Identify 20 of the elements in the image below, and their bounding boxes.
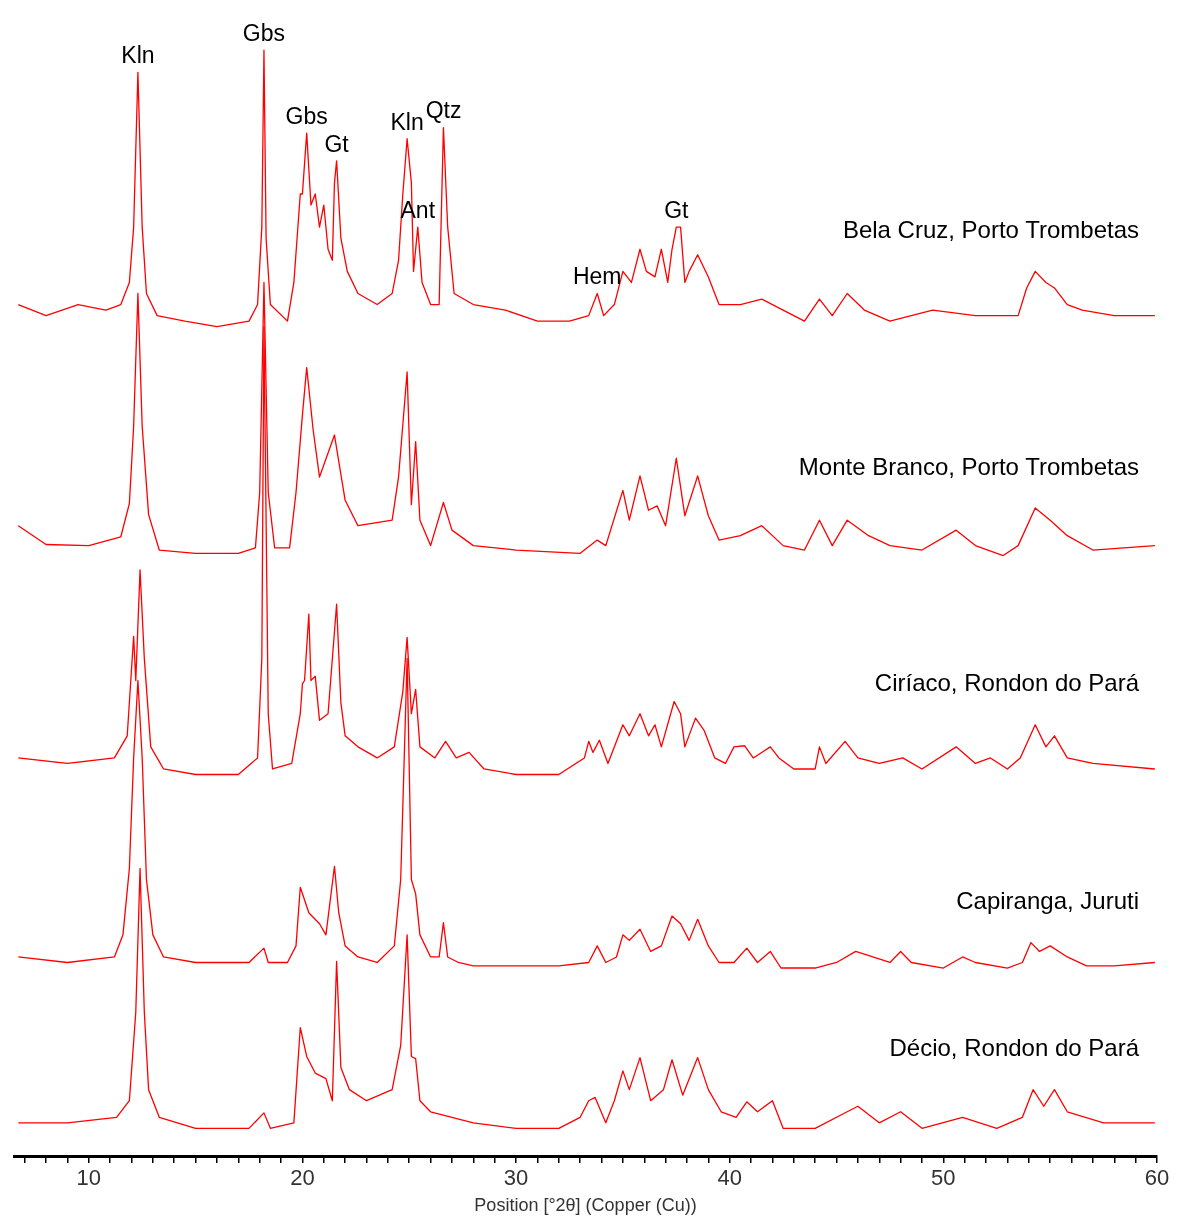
text: Bela Cruz, Porto Trombetas: [842, 216, 1139, 244]
series-label: Monte Branco, Porto Trombetas: [798, 452, 1139, 480]
series-label: Capiranga, Juruti: [956, 887, 1139, 915]
x-tick-label: 20: [290, 1165, 315, 1191]
annotation: Gt: [664, 197, 690, 223]
series-label: Décio, Rondon do Pará: [889, 1034, 1140, 1062]
annotation: Gbs: [242, 20, 286, 47]
x-tick-label: 10: [76, 1165, 102, 1191]
x-tick-label: 50: [931, 1165, 956, 1191]
annotation: Gbs: [285, 103, 328, 130]
x-tick-label: 40: [717, 1165, 742, 1191]
text: Ciríaco, Rondon do Pará: [874, 669, 1140, 697]
annotation: Gt: [324, 130, 350, 157]
annotation: Kln: [121, 42, 155, 69]
annotation: Kln: [390, 108, 424, 135]
x-tick-label: 30: [503, 1165, 529, 1191]
annotation: Hem: [572, 263, 622, 290]
x-tick-label: 60: [1144, 1165, 1170, 1191]
x-axis-title: Position [°2θ] (Copper (Cu)): [474, 1195, 697, 1216]
annotation: Qtz: [425, 97, 462, 124]
